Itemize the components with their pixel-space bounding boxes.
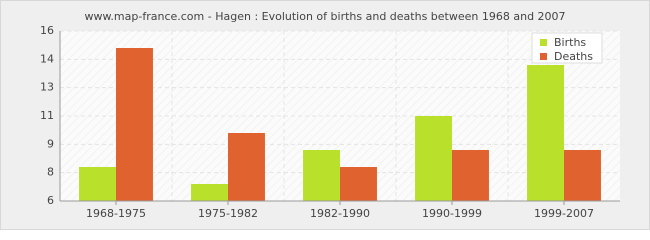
y-tick-label: 16 [40,24,54,37]
legend-swatch [540,53,547,60]
bar [340,167,377,201]
y-tick-label: 11 [40,109,54,122]
y-tick-label: 6 [47,194,54,207]
bar [303,150,340,201]
y-tick-label: 13 [40,81,54,94]
bar [79,167,116,201]
bar [452,150,489,201]
y-tick-label: 14 [40,52,54,65]
x-tick-label: 1999-2007 [534,207,594,220]
bar [191,184,228,201]
chart: www.map-france.com - Hagen : Evolution o… [0,0,650,230]
bar [527,65,564,201]
x-tick-label: 1982-1990 [310,207,370,220]
x-tick-label: 1975-1982 [198,207,258,220]
x-tick-label: 1990-1999 [422,207,482,220]
legend-swatch [540,39,547,46]
bar [116,48,153,201]
bar [564,150,601,201]
bar [415,116,452,201]
legend-label: Births [554,36,586,49]
chart-title: www.map-france.com - Hagen : Evolution o… [84,10,565,23]
legend-label: Deaths [554,50,593,63]
y-tick-label: 9 [47,137,54,150]
bar [228,133,265,201]
y-tick-label: 8 [47,166,54,179]
x-tick-label: 1968-1975 [86,207,146,220]
